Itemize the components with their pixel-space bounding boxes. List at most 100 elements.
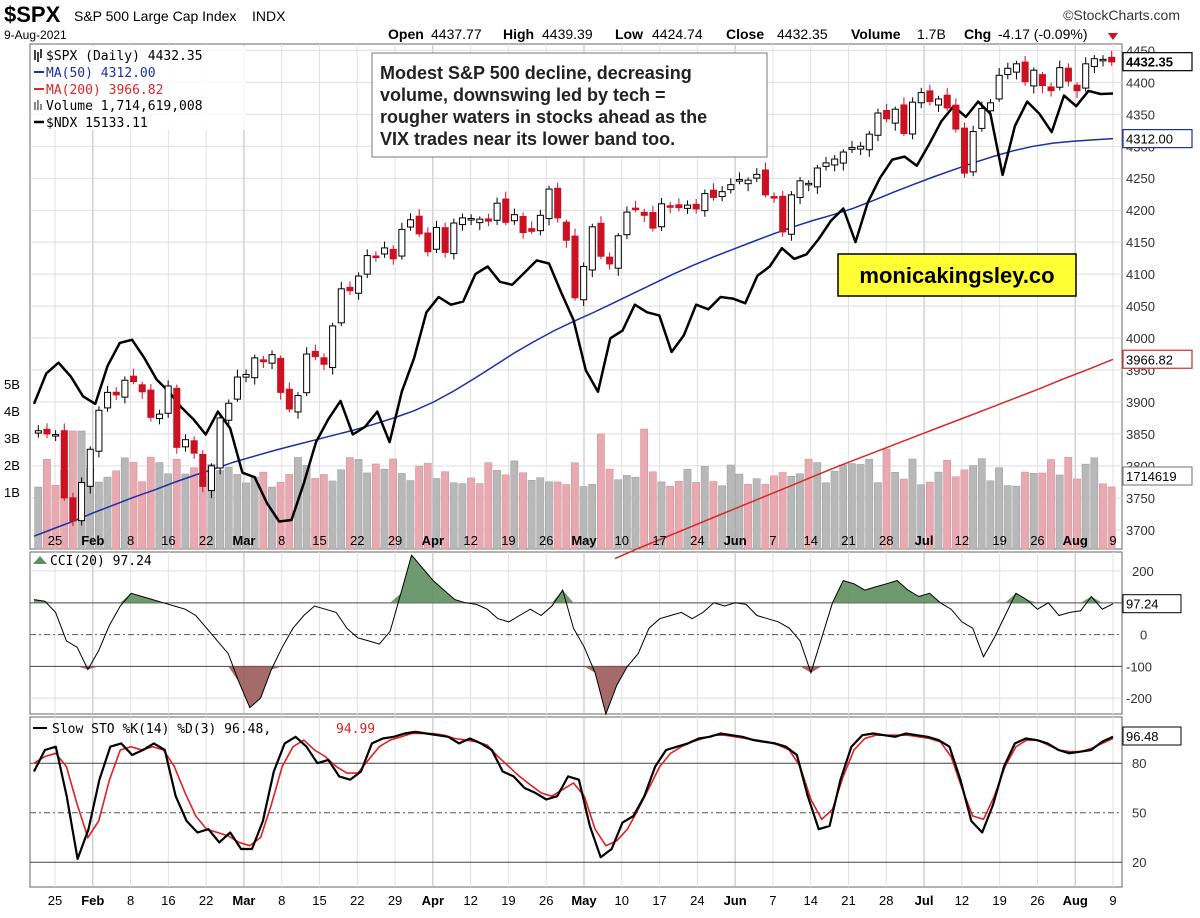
volume-bar xyxy=(865,458,874,550)
volume-bar xyxy=(190,467,198,550)
price-x-tick-label: 8 xyxy=(278,533,285,548)
header-low-value: 4424.74 xyxy=(652,26,703,42)
header-close-value: 4432.35 xyxy=(777,26,828,42)
volume-bar xyxy=(1003,485,1012,550)
stoch-x-tick-label: Apr xyxy=(422,893,444,908)
volume-bar xyxy=(519,472,527,550)
stoch-legend: Slow STO %K(14) %D(3) 96.48, 94.99 xyxy=(33,722,375,737)
candle-body xyxy=(709,189,718,198)
volume-bar xyxy=(605,468,614,550)
candle-body xyxy=(606,256,614,265)
stoch-x-tick-label: 22 xyxy=(199,893,213,908)
stoch-x-tick-label: 14 xyxy=(803,893,817,908)
candle-body xyxy=(1030,69,1038,87)
candle-body xyxy=(251,357,259,379)
volume-bar xyxy=(1055,474,1064,550)
stoch-x-tick-label: Jun xyxy=(724,893,747,908)
volume-bar xyxy=(1029,473,1038,550)
candle-body xyxy=(935,98,943,106)
price-x-tick-label: 10 xyxy=(615,533,629,548)
stoch-x-tick-label: 25 xyxy=(48,893,62,908)
candle-body xyxy=(580,265,588,301)
ma50-tag-box xyxy=(1122,129,1193,149)
cci-negative-fill xyxy=(34,666,1113,714)
volume-bar xyxy=(744,484,752,550)
header-chg-value: -4.17 (-0.09%) xyxy=(998,26,1087,42)
volume-bar xyxy=(181,473,190,550)
stoch-x-tick-label: 12 xyxy=(463,893,477,908)
annotation-frame xyxy=(371,52,768,158)
annotation-line-3: rougher waters in stocks ahead as the xyxy=(380,107,707,127)
candle-body xyxy=(658,203,666,228)
candle-body xyxy=(355,275,363,294)
volume-bar xyxy=(657,481,666,550)
volume-bar xyxy=(761,483,770,550)
candle-body xyxy=(701,193,709,212)
volume-bar xyxy=(164,473,172,550)
candle-body xyxy=(554,187,562,219)
volume-bar xyxy=(986,480,995,550)
candle-body xyxy=(692,203,700,210)
volume-bar xyxy=(709,481,718,550)
candle-body xyxy=(329,325,337,369)
candle-body xyxy=(839,151,847,164)
volume-bar xyxy=(960,469,969,550)
candle-body xyxy=(571,235,579,299)
stoch-x-tick-label: 8 xyxy=(127,893,134,908)
volume-bar xyxy=(891,472,900,550)
candle-body xyxy=(969,131,977,173)
volume-bar xyxy=(622,475,631,550)
candle-body xyxy=(874,112,882,136)
legend-ma50: MA(50) 4312.00 xyxy=(46,66,156,81)
volume-bar xyxy=(120,457,129,550)
stoch-x-tick-label: 24 xyxy=(690,893,704,908)
volume-y-tick-label: 3B xyxy=(4,431,20,446)
last-close-tag-text: 4432.35 xyxy=(1126,55,1173,70)
price-x-tick-label: 24 xyxy=(690,533,704,548)
candle-body xyxy=(311,350,319,358)
candle-body xyxy=(502,198,510,223)
candle-body xyxy=(943,94,951,109)
candle-body xyxy=(155,413,164,420)
price-x-tick-label: 17 xyxy=(652,533,666,548)
stoch-x-tick-label: 26 xyxy=(539,893,553,908)
legend-spx: $SPX (Daily) 4432.35 xyxy=(46,49,203,64)
candle-layer xyxy=(34,51,1116,526)
candle-body xyxy=(190,440,198,454)
volume-bar xyxy=(726,464,735,550)
volume-bar xyxy=(596,433,605,550)
volume-bar xyxy=(259,471,268,550)
candle-body xyxy=(225,402,233,421)
candle-body xyxy=(727,184,735,191)
cci-legend-icon xyxy=(33,556,47,564)
candle-body xyxy=(779,195,787,233)
candle-body xyxy=(320,357,328,365)
price-x-tick-label: May xyxy=(571,533,597,548)
volume-bar xyxy=(155,462,164,550)
legend-volume: Volume 1,714,619,008 xyxy=(46,99,203,114)
candle-body xyxy=(770,196,778,199)
candle-body xyxy=(831,158,839,166)
volume-bar xyxy=(830,470,839,550)
stoch-x-tick-label: 19 xyxy=(501,893,515,908)
stoch-last-tag-box xyxy=(1122,726,1182,746)
header-exchange: INDX xyxy=(252,8,286,24)
candle-body xyxy=(1021,61,1029,83)
header-close-label: Close xyxy=(726,26,764,42)
header-chg-label: Chg xyxy=(964,26,991,42)
volume-bar xyxy=(337,469,346,550)
volume-bar xyxy=(467,477,475,550)
volume-bar xyxy=(233,474,242,550)
volume-bar xyxy=(484,462,493,550)
volume-y-tick-label: 4B xyxy=(4,404,20,419)
watermark-badge: monicakingsley.co xyxy=(837,253,1077,297)
volume-bar xyxy=(553,481,562,550)
candle-body xyxy=(346,286,354,292)
candle-body xyxy=(978,108,986,129)
volume-legend-icon xyxy=(34,100,42,110)
volume-bar xyxy=(1090,457,1099,550)
volume-bar xyxy=(969,465,977,550)
volume-bar xyxy=(43,459,51,550)
volume-bar xyxy=(1047,459,1055,550)
annotation-line-1: Modest S&P 500 decline, decreasing xyxy=(380,63,692,83)
